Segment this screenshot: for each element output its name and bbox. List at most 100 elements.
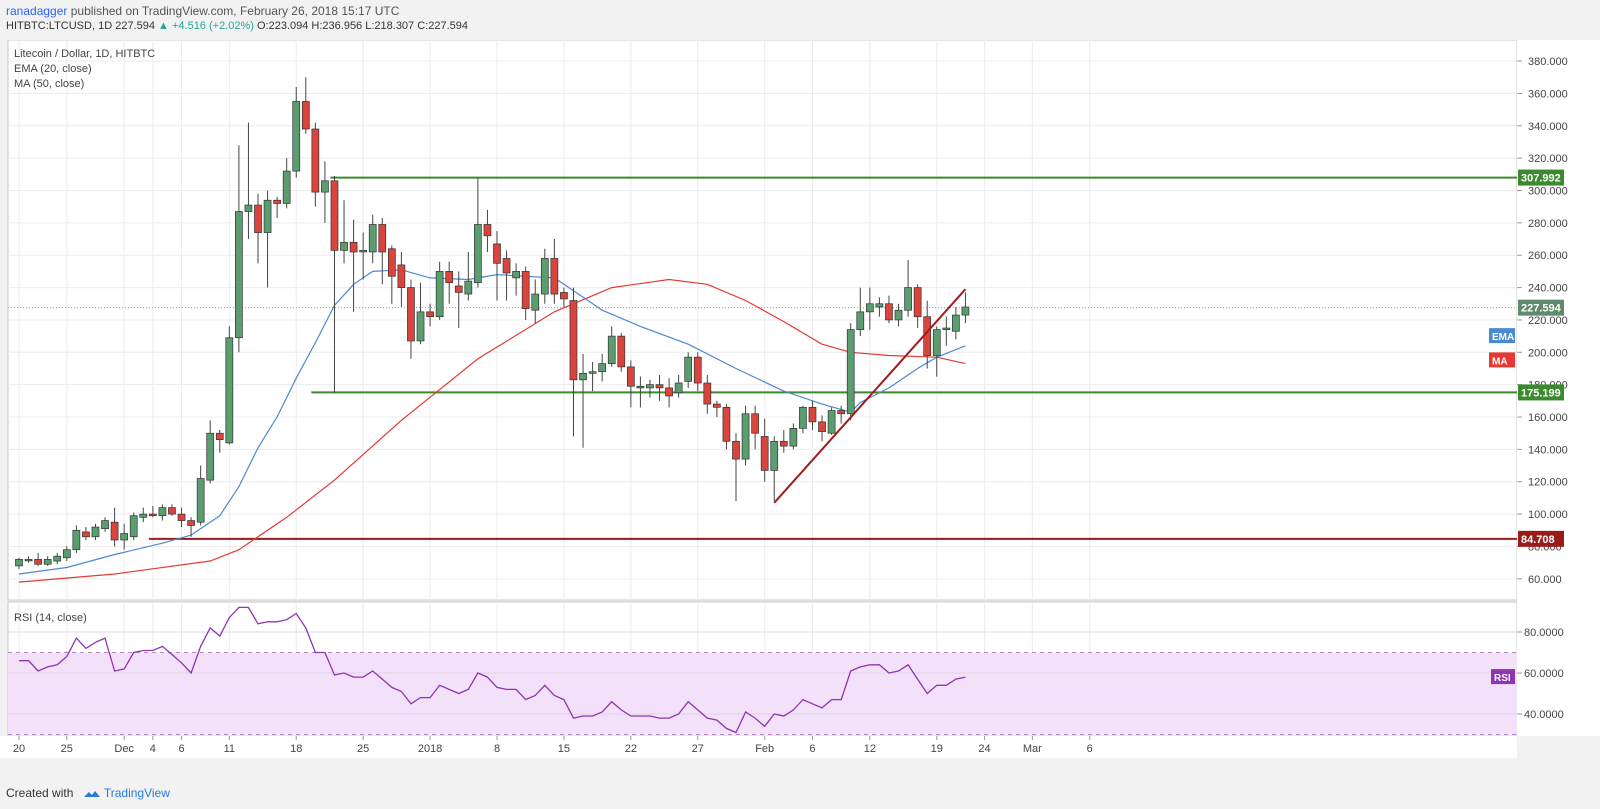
candle — [368, 214, 377, 264]
candle-body-up — [129, 515, 138, 538]
level-price-label: 84.708 — [1521, 534, 1555, 546]
candle-body-up — [120, 533, 129, 541]
chart-area[interactable]: 380.000 360.000 340.000 320.000 300.000 280.0… — [0, 39, 1600, 780]
candle-body-down — [407, 287, 415, 342]
publish-header: ranadagger published on TradingView.com,… — [0, 0, 1600, 40]
chart-canvas[interactable]: 380.000 360.000 340.000 320.000 300.000 280.0… — [0, 39, 1600, 780]
time-tick-label: 6 — [1087, 743, 1093, 755]
candle-body-up — [368, 224, 377, 253]
level-price-label: 175.199 — [1521, 387, 1561, 399]
price-tick-label: 240.000 — [1528, 283, 1568, 295]
candle-body-down — [330, 180, 339, 251]
candle — [952, 306, 960, 340]
candle — [789, 423, 798, 450]
candle — [225, 326, 234, 445]
ohlc-values: O:223.094 H:236.956 L:218.307 C:227.594 — [256, 20, 468, 32]
candle-body-up — [875, 303, 884, 308]
candle-body-up — [540, 258, 549, 295]
candle — [693, 352, 702, 392]
candle-body-down — [397, 264, 406, 288]
candle — [770, 436, 779, 502]
candle — [301, 77, 310, 134]
price-tick-label: 160.000 — [1528, 412, 1568, 424]
candle — [779, 429, 788, 453]
publish-info: ranadagger published on TradingView.com,… — [6, 4, 399, 18]
candle-body-up — [91, 526, 100, 538]
candle-body-down — [913, 287, 922, 318]
candle-body-down — [301, 101, 310, 130]
candle — [72, 525, 81, 553]
price-tick-label: 60.000 — [1528, 574, 1562, 586]
candle-body-up — [321, 180, 329, 193]
candle — [818, 415, 826, 442]
candle-body-down — [177, 513, 186, 521]
candle — [445, 261, 454, 304]
symbol-name: HITBTC:LTCUSD, 1D — [6, 20, 113, 32]
rsi-line — [19, 606, 966, 734]
candle-body-down — [168, 507, 176, 515]
candle — [607, 326, 616, 367]
candle-body-up — [235, 211, 243, 339]
candle — [569, 287, 578, 437]
candle-body-down — [378, 224, 387, 253]
candle-body-down — [560, 292, 568, 300]
candle-body-up — [684, 356, 693, 382]
candle — [932, 326, 941, 377]
ema-tag — [1489, 328, 1515, 344]
candle-body-up — [932, 329, 941, 356]
legend-ema: EMA (20, close) — [14, 63, 92, 75]
candle-body-down — [818, 421, 826, 432]
price-tick-label: 300.000 — [1528, 186, 1568, 198]
candle-body-up — [827, 410, 836, 434]
candle — [579, 353, 587, 448]
author-link[interactable]: ranadagger — [6, 4, 68, 18]
level-price-tag — [1518, 384, 1564, 401]
candle — [129, 512, 138, 540]
candle — [722, 404, 731, 450]
candle — [961, 292, 970, 324]
candle — [359, 232, 368, 280]
candle — [588, 362, 597, 392]
legend-title: Litecoin / Dollar, 1D, HITBTC — [14, 48, 155, 60]
candle-body-down — [713, 403, 721, 408]
candle-body-down — [502, 258, 511, 274]
candle-body-down — [148, 513, 157, 517]
time-tick-label: 15 — [558, 743, 570, 755]
ma-tag — [1489, 352, 1515, 368]
tradingview-brand[interactable]: TradingView — [83, 786, 170, 800]
candle-body-up — [846, 329, 855, 415]
time-tick-label: Dec — [114, 743, 134, 755]
candle-body-up — [579, 372, 587, 381]
candle-body-up — [263, 199, 272, 233]
candle — [139, 507, 148, 523]
rsi-tick-label: 80.0000 — [1524, 627, 1564, 639]
level-price-label: 307.992 — [1521, 173, 1561, 185]
time-tick-label: 11 — [224, 743, 235, 755]
footer: Created with TradingView — [6, 786, 170, 800]
candle-body-down — [273, 199, 281, 204]
rsi-band — [8, 652, 1517, 735]
candle-body-down — [311, 128, 320, 193]
candle — [875, 297, 884, 317]
candle-body-up — [244, 204, 253, 212]
time-tick-label: 4 — [150, 743, 156, 755]
price-tick-label: 280.000 — [1528, 218, 1568, 230]
time-tick-label: 18 — [290, 743, 302, 755]
candle-body-up — [359, 250, 368, 253]
candle — [330, 175, 339, 393]
legend-rsi: RSI (14, close) — [14, 612, 87, 624]
candle — [732, 433, 740, 502]
candle — [502, 250, 511, 301]
publish-text: published on TradingView.com, February 2… — [70, 4, 400, 18]
time-tick-label: 20 — [13, 743, 25, 755]
tradingview-logo-icon — [83, 790, 100, 797]
candle-body-down — [779, 440, 788, 447]
candle-body-down — [885, 303, 893, 321]
time-tick-label: 8 — [494, 743, 500, 755]
candle — [435, 261, 444, 320]
time-tick-label: 19 — [931, 743, 943, 755]
candle — [110, 507, 119, 547]
candle — [397, 251, 406, 307]
candle — [760, 418, 769, 482]
candle-body-down — [426, 311, 434, 318]
